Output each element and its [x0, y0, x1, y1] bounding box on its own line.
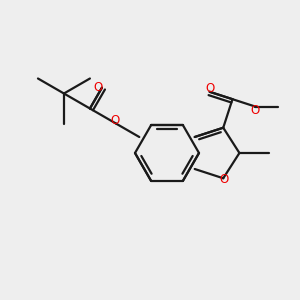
Text: O: O — [93, 81, 103, 94]
Text: O: O — [205, 82, 214, 95]
Text: O: O — [251, 104, 260, 117]
Text: O: O — [220, 173, 229, 186]
Text: O: O — [110, 114, 119, 127]
